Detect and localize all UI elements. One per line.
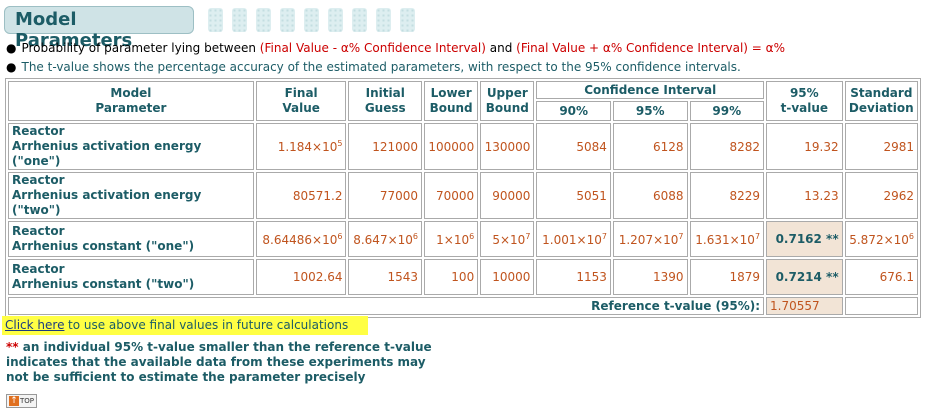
std-dev-cell: 5.872×106 [844, 221, 918, 257]
lower-bound-cell: 70000 [424, 172, 479, 219]
t-value-cell: 19.32 [766, 123, 843, 170]
table-row: Reactor Arrhenius activation energy ("two… [8, 172, 918, 219]
table-row: Reactor Arrhenius constant ("one") 8.6448… [8, 221, 918, 257]
lower-bound-cell: 1×106 [424, 221, 479, 257]
table-row: Reactor Arrhenius activation energy ("one… [8, 123, 918, 170]
header-model-parameter: Model Parameter [8, 81, 254, 121]
footnote-text: an individual 95% t-value smaller than t… [6, 340, 432, 384]
bullet-probability: ● Probability of parameter lying between … [6, 41, 785, 55]
empty-cell [844, 297, 918, 315]
std-dev-cell: 2981 [844, 123, 918, 170]
ci-99-cell: 8282 [689, 123, 765, 170]
decorative-pattern [280, 8, 295, 32]
upper-bound-cell: 10000 [480, 259, 535, 295]
reference-t-value: 1.70557 [766, 297, 843, 315]
upper-bound-cell: 130000 [480, 123, 535, 170]
upper-bound-cell: 5×107 [480, 221, 535, 257]
header-t-value: 95% t-value [766, 81, 843, 121]
initial-guess-cell: 121000 [348, 123, 422, 170]
bullet-dot-icon: ● [6, 60, 17, 74]
bullet-dot-icon: ● [6, 41, 17, 55]
initial-guess-cell: 8.647×106 [348, 221, 422, 257]
header-initial-guess: Initial Guess [348, 81, 422, 121]
parameter-name: Reactor Arrhenius constant ("two") [8, 259, 254, 295]
footnote-stars: ** [6, 340, 19, 354]
final-value-cell: 1.184×105 [255, 123, 347, 170]
reference-row: Reference t-value (95%): 1.70557 [8, 297, 918, 315]
header-confidence-interval: Confidence Interval [536, 81, 765, 99]
lower-bound-cell: 100 [424, 259, 479, 295]
model-parameters-table: Model Parameter Final Value Initial Guess L… [5, 78, 921, 318]
ci-99-cell: 1879 [689, 259, 765, 295]
t-value-cell-warning: 0.7214 ** [766, 259, 843, 295]
header-final-value: Final Value [255, 81, 347, 121]
click-here-description: to use above final values in future calc… [68, 318, 349, 332]
t-value-cell: 13.23 [766, 172, 843, 219]
section-title-bar: Model Parameters [4, 6, 194, 51]
decorative-pattern [232, 8, 247, 32]
ci-90-cell: 1.001×107 [536, 221, 611, 257]
arrow-up-icon: ↑ [9, 396, 19, 406]
lower-bound-cell: 100000 [424, 123, 479, 170]
std-dev-cell: 676.1 [844, 259, 918, 295]
ci-95-cell: 1.207×107 [612, 221, 688, 257]
decorative-pattern [400, 8, 415, 32]
reference-t-value-label: Reference t-value (95%): [8, 297, 765, 315]
final-value-cell: 1002.64 [255, 259, 347, 295]
ci-90-cell: 5051 [536, 172, 611, 219]
decorative-pattern [256, 8, 271, 32]
std-dev-cell: 2962 [844, 172, 918, 219]
decorative-pattern [328, 8, 343, 32]
footnote: ** an individual 95% t-value smaller tha… [6, 340, 446, 385]
final-value-cell: 8.64486×106 [255, 221, 347, 257]
header-upper-bound: Upper Bound [480, 81, 535, 121]
upper-bound-cell: 90000 [480, 172, 535, 219]
decorative-pattern [208, 8, 223, 32]
click-here-link[interactable]: Click here [5, 318, 65, 332]
header-ci-90: 90% [536, 101, 611, 121]
t-value-cell-warning: 0.7162 ** [766, 221, 843, 257]
top-button[interactable]: ↑ TOP [6, 394, 38, 408]
use-final-values-bar: Click here to use above final values in … [2, 316, 368, 335]
decorative-pattern [304, 8, 319, 32]
ci-95-cell: 6088 [612, 172, 688, 219]
ci-99-cell: 8229 [689, 172, 765, 219]
ci-95-cell: 6128 [612, 123, 688, 170]
bullet-t-value: ● The t-value shows the percentage accura… [6, 60, 741, 74]
top-button-label: TOP [20, 397, 35, 405]
ci-99-cell: 1.631×107 [689, 221, 765, 257]
ci-95-cell: 1390 [612, 259, 688, 295]
parameter-name: Reactor Arrhenius constant ("one") [8, 221, 254, 257]
parameter-name: Reactor Arrhenius activation energy ("one… [8, 123, 254, 170]
header-ci-95: 95% [612, 101, 688, 121]
final-value-cell: 80571.2 [255, 172, 347, 219]
header-ci-99: 99% [689, 101, 765, 121]
decorative-pattern [352, 8, 367, 32]
header-standard-deviation: Standard Deviation [844, 81, 918, 121]
table-row: Reactor Arrhenius constant ("two") 1002.6… [8, 259, 918, 295]
decorative-pattern [376, 8, 391, 32]
ci-90-cell: 1153 [536, 259, 611, 295]
header-lower-bound: Lower Bound [424, 81, 479, 121]
ci-90-cell: 5084 [536, 123, 611, 170]
initial-guess-cell: 1543 [348, 259, 422, 295]
parameter-name: Reactor Arrhenius activation energy ("two… [8, 172, 254, 219]
initial-guess-cell: 77000 [348, 172, 422, 219]
page-title: Model Parameters [15, 9, 133, 51]
